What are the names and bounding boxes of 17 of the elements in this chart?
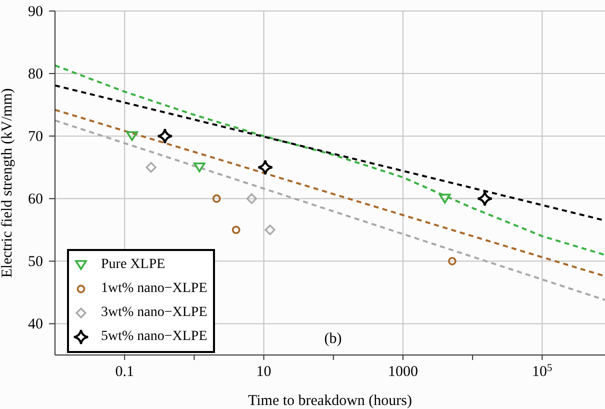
y-tick-label: 70 — [28, 129, 43, 146]
y-tick-label: 90 — [28, 4, 43, 20]
y-tick-label: 80 — [28, 66, 43, 83]
y-axis-title: Electric field strength (kV/mm) — [0, 88, 16, 278]
legend-label: 1wt% nano−XLPE — [101, 281, 208, 297]
x-tick-label: 10 — [256, 364, 272, 380]
annotation: (b) — [324, 331, 342, 347]
legend-label: 3wt% nano−XLPE — [101, 305, 208, 321]
y-tick-label: 50 — [28, 254, 43, 270]
x-axis-title: Time to breakdown (hours) — [248, 393, 412, 409]
legend-label: Pure XLPE — [101, 257, 166, 273]
y-tick-label: 60 — [28, 192, 43, 208]
x-tick-label: 1000 — [388, 364, 418, 380]
x-tick-label: 0.1 — [115, 364, 134, 380]
legend-label: 5wt% nano−XLPE — [101, 329, 208, 345]
x-tick-label: 10$^{5}$ — [532, 362, 552, 380]
y-tick-label: 40 — [28, 316, 43, 333]
